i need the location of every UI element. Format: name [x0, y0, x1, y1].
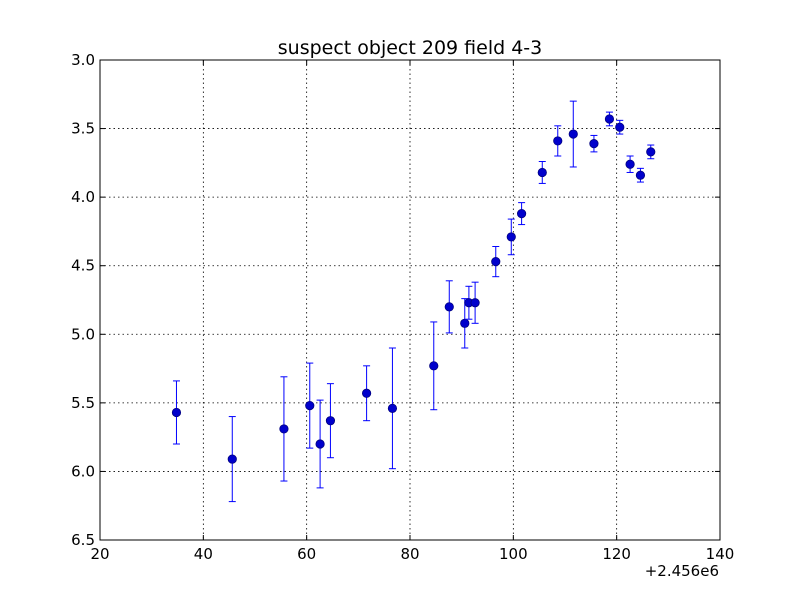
- data-point: [429, 361, 439, 371]
- y-tick-label: 6.5: [71, 531, 95, 549]
- chart-title: suspect object 209 field 4-3: [278, 37, 543, 59]
- data-point: [361, 388, 372, 398]
- data-point: [387, 403, 398, 413]
- data-point: [279, 424, 289, 434]
- data-point: [315, 439, 325, 449]
- data-point: [553, 136, 563, 146]
- data-point: [568, 129, 578, 139]
- data-point: [470, 298, 480, 308]
- data-point: [625, 159, 635, 169]
- x-tick-label: 80: [400, 545, 419, 563]
- x-axis-offset-label: +2.456e6: [645, 562, 719, 580]
- data-point: [227, 454, 237, 464]
- data-point: [444, 302, 454, 312]
- x-tick-label: 100: [499, 545, 528, 563]
- data-point: [491, 256, 501, 267]
- axis-ticks: [99, 59, 721, 541]
- x-tick-label: 20: [90, 545, 109, 563]
- data-point: [604, 114, 615, 124]
- grid-lines: [100, 60, 720, 540]
- y-tick-label: 4.0: [71, 188, 95, 206]
- data-point: [589, 139, 599, 149]
- data-point: [460, 318, 470, 328]
- y-tick-label: 3.0: [71, 51, 95, 69]
- x-tick-label: 60: [297, 545, 316, 563]
- x-tick-label: 140: [706, 545, 735, 563]
- data-point: [516, 209, 527, 219]
- y-tick-label: 6.0: [71, 462, 95, 480]
- data-point: [635, 170, 646, 180]
- y-tick-label: 5.5: [71, 394, 95, 412]
- data-point: [506, 232, 516, 242]
- y-tick-label: 5.0: [71, 325, 95, 343]
- y-tick-label: 4.5: [71, 257, 95, 275]
- data-point: [615, 122, 625, 132]
- data-point: [325, 416, 336, 426]
- data-point: [537, 167, 547, 178]
- data-point: [305, 400, 315, 411]
- x-tick-label: 40: [194, 545, 213, 563]
- y-tick-label: 3.5: [71, 120, 95, 138]
- data-point: [646, 147, 656, 157]
- x-tick-label: 120: [602, 545, 631, 563]
- data-series: [171, 100, 656, 503]
- axis-tick-labels: 20 40 60 80 100 120 140 3.0 3.5 4.0 4.5 5.0 5.5 6.0 6.…: [71, 51, 734, 563]
- data-point: [171, 407, 182, 418]
